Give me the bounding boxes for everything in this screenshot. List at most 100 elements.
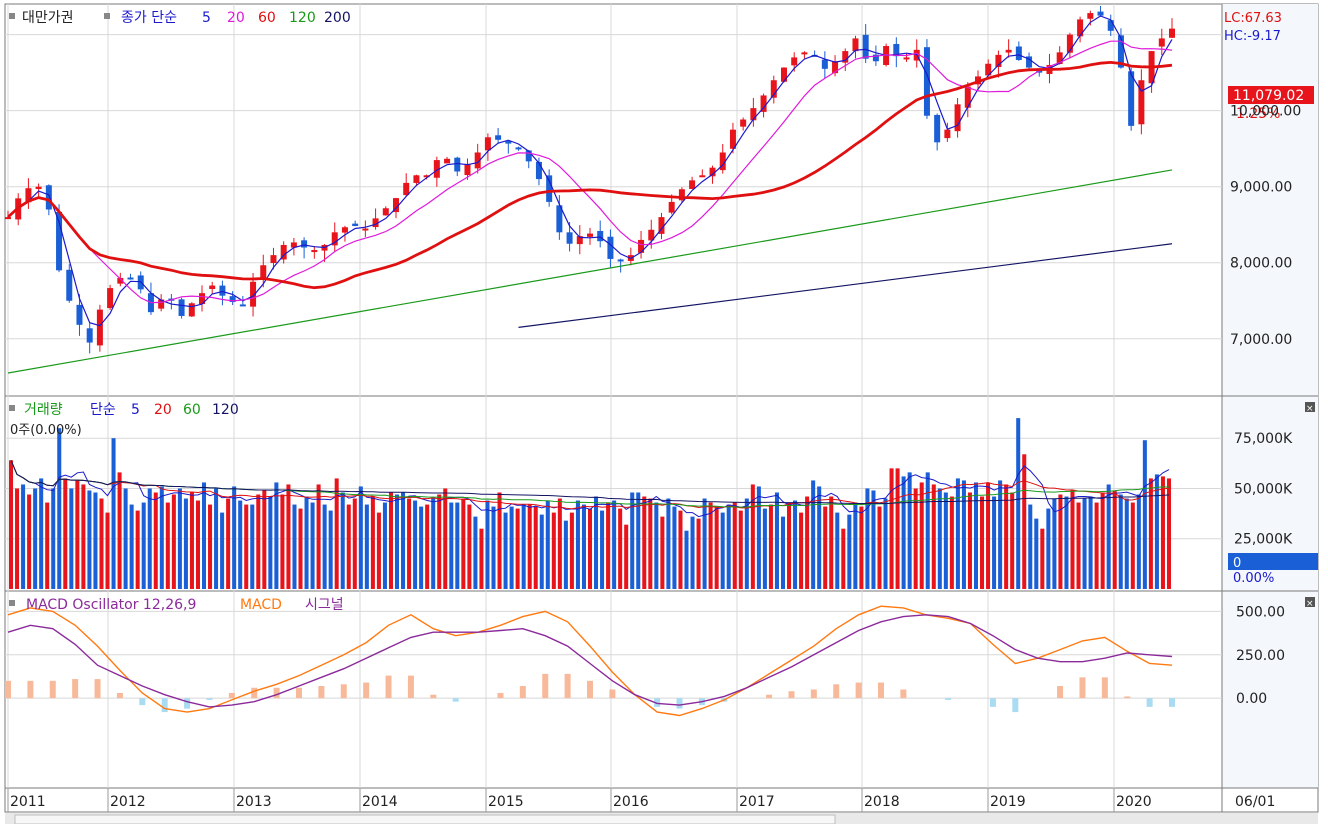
candle-body [1087,13,1094,19]
candle-body [658,217,665,234]
price-y-tick: 8,000.00 [1230,256,1292,272]
macd-line [7,605,1173,717]
volume-bar [1022,454,1027,589]
volume-bar [479,528,484,589]
volume-bar [21,484,26,589]
volume-bar [1166,478,1171,589]
macd-osc-bar [27,680,34,699]
volume-bar [310,502,315,589]
volume-bar [370,496,375,589]
candle-body [413,175,420,183]
candle-body [209,285,216,289]
volume-bar [841,528,846,589]
volume-bar [521,504,526,589]
volume-bar [75,480,80,589]
volume-bar [352,498,357,589]
candle-body [280,244,287,260]
macd-osc-bar [206,698,213,700]
volume-bar [15,488,20,589]
macd-osc-bar [430,694,437,699]
macd-close-button[interactable]: × [1305,597,1315,609]
x-axis-labels: 2011 2012 2013 2014 2015 2016 2017 2018 2019 2020 [7,788,1152,812]
candle-body [1169,28,1175,38]
volume-bar [955,478,960,589]
volume-bar [443,488,448,589]
volume-bar [756,486,761,589]
candle-body [403,182,410,196]
volume-bar [1010,492,1015,589]
macd-osc-bar [116,692,123,699]
candle-body [729,129,736,149]
volume-bar [594,496,599,589]
volume-bar [744,498,749,589]
macd-osc-bar [452,698,459,702]
volume-bar [45,502,50,589]
candle-body [474,152,481,169]
price-y-tick: 10,000.00 [1230,104,1301,120]
volume-bar [648,498,653,589]
volume-bar [895,468,900,589]
volume-bar [328,510,333,589]
ma-period-5: 5 [202,10,211,26]
candle-body [1015,46,1022,60]
candle-body [464,163,471,176]
macd-osc-bar [1057,686,1064,699]
volume-bar [159,486,164,589]
volume-bar [141,502,146,589]
candle-body [556,205,563,233]
volume-bar [153,492,158,589]
candle-body [535,161,542,180]
macd-osc-bar [340,684,347,699]
volume-close-button[interactable]: × [1305,402,1315,414]
candle-body [862,34,869,59]
volume-bar [51,488,56,589]
svg-text:×: × [1306,599,1314,609]
macd-osc-bar [363,682,370,699]
volume-legend-marker[interactable] [9,405,15,411]
volume-bar [220,512,225,589]
volume-bar [407,498,412,589]
candle-body [199,293,205,305]
macd-lines [5,605,1175,717]
volume-y-tick: 50,000K [1234,481,1293,497]
volume-bar [419,506,424,589]
macd-osc-bar [49,680,56,699]
volume-bar [931,484,936,589]
volume-bar [473,516,478,589]
moving-average-lines [7,15,1173,374]
price-legend: 대만가권 종가 단순 5 20 60 120 200 [9,10,351,26]
volume-bar [642,496,647,589]
volume-bar [503,512,508,589]
volume-ma-prefix: 단순 [90,402,116,418]
volume-bar [431,498,436,589]
price-candles [5,5,1175,354]
macd-osc-bar [1146,698,1153,707]
volume-bar [799,512,804,589]
volume-bar [334,478,339,589]
scrollbar[interactable] [5,813,1318,824]
candle-body [709,167,716,177]
candle-body [781,67,787,82]
volume-bar [1034,518,1039,589]
volume-bar [600,510,605,589]
x-axis-label: 2014 [362,794,398,810]
volume-bar [437,494,442,589]
price-legend-marker[interactable] [9,13,15,19]
candle-body [893,43,900,57]
x-axis-label: 2017 [739,794,775,810]
volume-bar [980,496,985,589]
volume-bar [250,504,255,589]
ma-legend-marker[interactable] [104,13,110,19]
volume-bar [87,490,92,589]
volume-bar [244,504,249,589]
volume-bar [835,512,840,589]
ma200-line [518,243,1173,328]
macd-osc-bar [900,689,907,699]
volume-bar [226,498,231,589]
volume-bar [9,460,14,589]
macd-legend-marker[interactable] [9,600,15,606]
candle-body [1128,71,1135,126]
macd-osc-bar [676,698,683,709]
volume-bar [63,478,68,589]
macd-osc-bar [989,698,996,707]
